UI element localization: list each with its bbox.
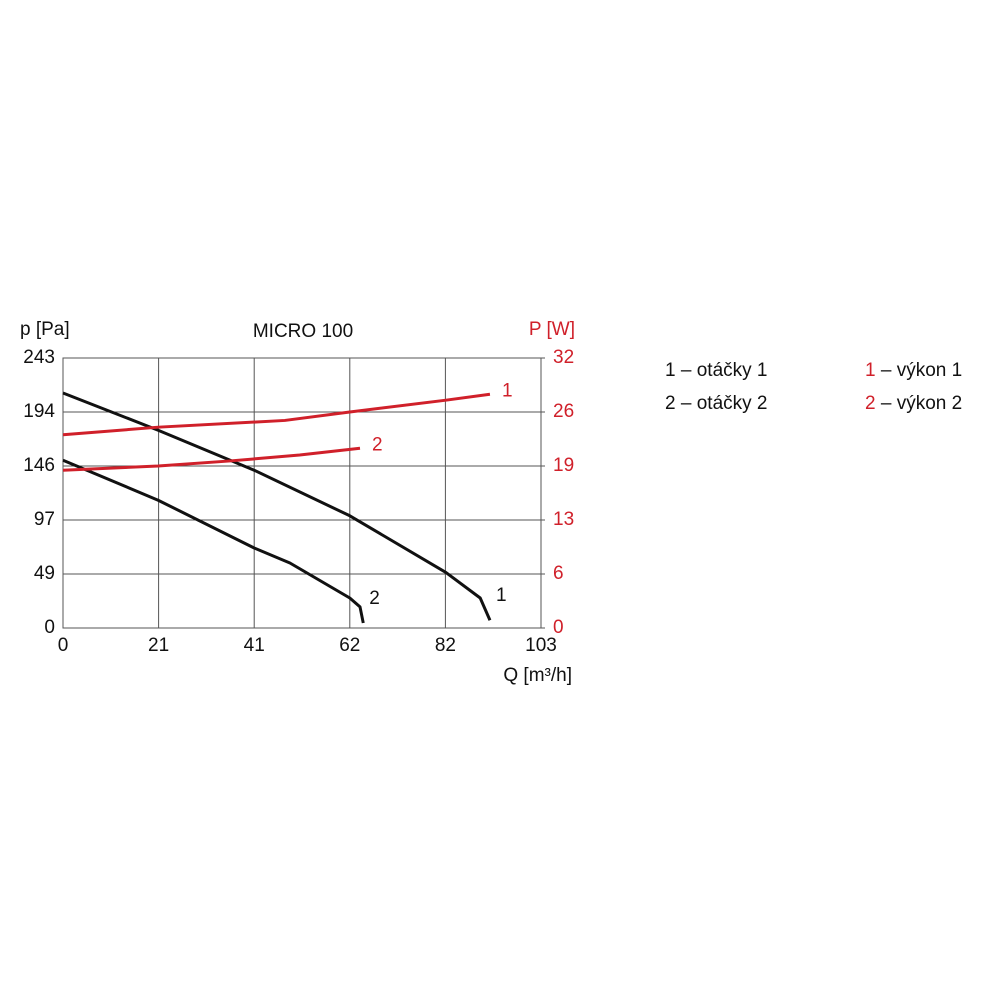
line [62, 392, 491, 437]
x-tick-label: 82 [435, 635, 456, 656]
line [62, 458, 365, 624]
line [62, 391, 492, 621]
y2-tick-label: 32 [553, 347, 574, 368]
curve-label: 1 [502, 380, 513, 401]
x-tick-label: 103 [525, 635, 557, 656]
curve-label: 1 [496, 585, 507, 606]
legend-entry: 1 – otáčky 1 [665, 360, 767, 381]
legend-entry: 2 – otáčky 2 [665, 393, 767, 414]
legend-key: 1 [665, 360, 676, 381]
y-tick-label: 243 [23, 347, 55, 368]
curve-label: 2 [372, 434, 383, 455]
x-tick-label: 41 [244, 635, 265, 656]
y2-axis-label: P [W] [529, 319, 575, 340]
x-tick-label: 62 [339, 635, 360, 656]
y2-tick-label: 26 [553, 401, 574, 422]
legend-separator: – [881, 393, 892, 414]
x-tick-label: 21 [148, 635, 169, 656]
legend-name: otáčky 1 [697, 360, 768, 381]
legend-separator: – [881, 360, 892, 381]
legend-separator: – [681, 393, 692, 414]
y-tick-label: 194 [23, 401, 55, 422]
y-tick-label: 49 [34, 563, 55, 584]
y-tick-label: 97 [34, 509, 55, 530]
y2-tick-label: 0 [553, 617, 564, 638]
y2-tick-label: 13 [553, 509, 574, 530]
legend-name: otáčky 2 [697, 393, 768, 414]
plot-frame [62, 357, 542, 629]
y-axis-label: p [Pa] [20, 319, 70, 340]
legend-key: 2 [865, 393, 876, 414]
curve-label: 2 [369, 588, 380, 609]
x-tick-label: 0 [58, 635, 69, 656]
legend-key: 1 [865, 360, 876, 381]
legend-name: výkon 1 [897, 360, 962, 381]
line [62, 446, 361, 472]
y2-tick-label: 19 [553, 455, 574, 476]
chart-title: MICRO 100 [253, 321, 353, 342]
legend-entry: 1 – výkon 1 [865, 360, 962, 381]
legend-entry: 2 – výkon 2 [865, 393, 962, 414]
legend-separator: – [681, 360, 692, 381]
y-tick-label: 146 [23, 455, 55, 476]
legend-key: 2 [665, 393, 676, 414]
legend-name: výkon 2 [897, 393, 962, 414]
x-axis-label: Q [m³/h] [503, 665, 572, 686]
y-tick-label: 0 [44, 617, 55, 638]
y2-tick-label: 6 [553, 563, 564, 584]
